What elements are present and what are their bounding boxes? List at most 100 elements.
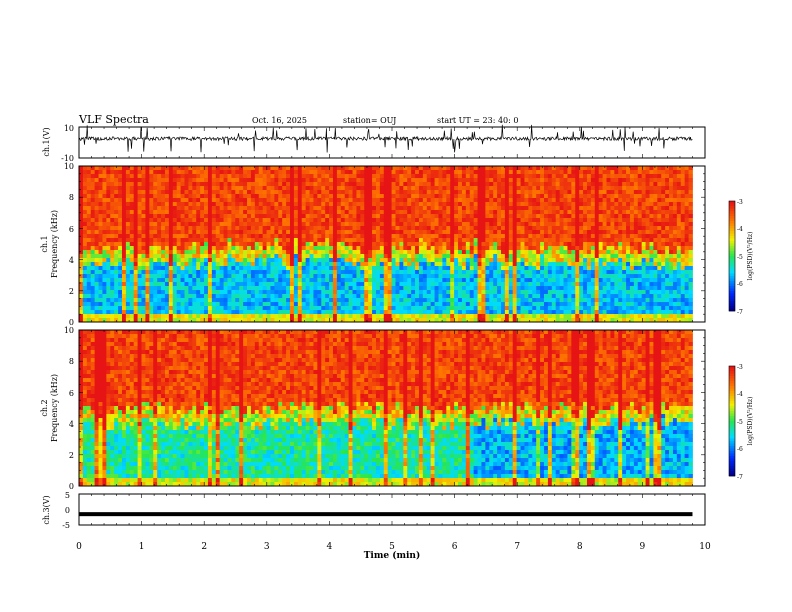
ch1-spectrogram-cell [176,254,181,259]
ch1-spectrogram-cell [461,190,467,195]
ch1-spectrogram-cell [536,318,541,323]
ch1-spectrogram-cell [352,202,357,207]
ch1-spectrogram-cell [86,166,92,171]
ch1-spectrogram-cell [360,262,365,267]
ch1-spectrogram-cell [372,258,377,263]
ch1-spectrogram-cell [200,246,205,251]
ch1-spectrogram-cell [121,314,127,319]
ch1-spectrogram-cell [227,186,232,191]
ch1-spectrogram-cell [235,258,240,263]
ch1-spectrogram-cell [368,318,373,323]
ch1-spectrogram-cell [461,298,467,303]
ch1-spectrogram-cell [239,238,244,243]
ch1-spectrogram-cell [286,214,291,219]
ch1-spectrogram-cell [415,278,420,283]
ch1-spectrogram-cell [512,306,518,311]
ch1-spectrogram-cell [368,166,373,171]
ch1-spectrogram-cell [387,170,392,175]
ch1-spectrogram-cell [547,238,553,243]
ch1-spectrogram-cell [352,234,357,239]
ch1-spectrogram-cell [458,198,463,203]
ch1-spectrogram-cell [305,186,310,191]
ch1-spectrogram-cell [399,222,404,227]
ch1-spectrogram-cell [458,166,463,171]
ch1-spectrogram-cell [465,222,471,227]
ch1-spectrogram-cell [430,270,435,275]
ch1-spectrogram-cell [286,266,291,271]
ch1-spectrogram-cell [543,266,549,271]
ch1-spectrogram-cell [364,218,369,223]
ch1-spectrogram-cell [430,254,435,259]
ch1-spectrogram-cell [540,282,545,287]
ch1-spectrogram-cell [458,174,463,179]
ch1-spectrogram-cell [188,182,193,187]
ch1-spectrogram-cell [520,294,525,299]
ch1-spectrogram-cell [176,298,181,303]
ch1-spectrogram-cell [508,234,514,239]
ch1-spectrogram-cell [372,230,377,235]
ch1-spectrogram-cell [102,194,107,199]
ch1-spectrogram-cell [243,286,248,291]
ch1-spectrogram-cell [106,318,111,323]
ch1-spectrogram-cell [450,186,455,191]
ch1-spectrogram-cell [176,202,181,207]
ch1-spectrogram-cell [368,222,373,227]
ch1-spectrogram-cell [125,246,131,251]
ch1-spectrogram-cell [426,174,432,179]
ch1-spectrogram-cell [161,298,166,303]
ch1-spectrogram-cell [325,290,330,295]
ch1-spectrogram-cell [508,302,514,307]
ch1-spectrogram-cell [82,294,88,299]
ch1-spectrogram-cell [344,270,350,275]
ch1-spectrogram-cell [528,194,533,199]
ch1-spectrogram-cell [102,314,107,319]
ch1-spectrogram-cell [278,206,283,211]
ch1-spectrogram-cell [200,298,205,303]
ch1-spectrogram-cell [270,274,275,279]
ch1-spectrogram-cell [145,230,150,235]
ch1-spectrogram-cell [536,282,541,287]
ch1-spectrogram-cell [250,186,256,191]
ch1-spectrogram-cell [477,182,482,187]
ch1-spectrogram-cell [434,238,439,243]
ch1-spectrogram-cell [90,254,96,259]
ch1-spectrogram-cell [301,222,307,227]
ch1-spectrogram-cell [282,202,287,207]
ch1-spectrogram-cell [94,298,99,303]
ch1-spectrogram-cell [551,306,557,311]
ch1-spectrogram-cell [215,242,221,247]
ch1-spectrogram-cell [157,318,162,323]
ch1-spectrogram-cell [172,250,178,255]
ch1-spectrogram-cell [512,186,518,191]
ch1-spectrogram-cell [262,210,267,215]
ch1-spectrogram-cell [442,222,447,227]
ch1-spectrogram-cell [207,218,213,223]
ch1-spectrogram-cell [137,254,142,259]
ch1-spectrogram-cell [512,170,518,175]
ch1-spectrogram-cell [168,190,174,195]
ch1-spectrogram-cell [493,266,498,271]
ch1-spectrogram-cell [141,266,146,271]
ch1-spectrogram-cell [114,210,119,215]
ch1-spectrogram-cell [454,210,459,215]
ch1-spectrogram-cell [274,294,279,299]
ch1-spectrogram-cell [422,178,428,183]
ch1-spectrogram-cell [278,230,283,235]
ch1-spectrogram-cell [200,310,205,315]
ch1-spectrogram-cell [415,238,420,243]
ch1-spectrogram-cell [121,302,127,307]
ch1-spectrogram-cell [430,290,435,295]
ch1-spectrogram-cell [297,246,303,251]
ch1-spectrogram-cell [551,198,557,203]
ch1-spectrogram-cell [340,286,346,291]
ch1-spectrogram-cell [469,170,475,175]
ch1-spectrogram-cell [543,298,549,303]
ch1-spectrogram-cell [387,274,392,279]
ch1-spectrogram-cell [336,282,342,287]
ch1-spectrogram-cell [102,206,107,211]
ch1-spectrogram-cell [247,166,252,171]
ch1-spectrogram-cell [317,282,322,287]
ch1-spectrogram-cell [547,266,553,271]
ch1-spectrogram-cell [110,186,115,191]
ch1-spectrogram-cell [258,194,264,199]
